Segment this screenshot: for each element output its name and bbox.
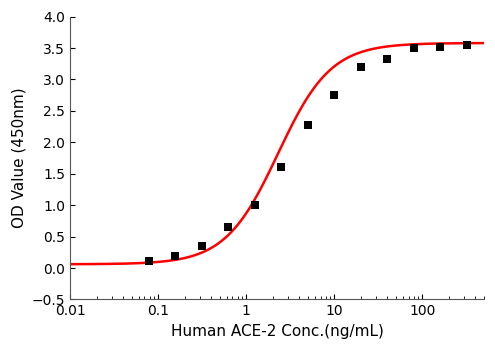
Point — [410, 45, 418, 51]
Point — [436, 44, 444, 50]
Y-axis label: OD Value (450nm): OD Value (450nm) — [11, 88, 26, 228]
Point — [383, 56, 391, 62]
X-axis label: Human ACE-2 Conc.(ng/mL): Human ACE-2 Conc.(ng/mL) — [170, 324, 384, 339]
Point — [304, 122, 312, 128]
Point — [357, 64, 365, 70]
Point — [277, 164, 285, 170]
Point — [145, 258, 152, 264]
Point — [224, 224, 232, 230]
Point — [250, 202, 258, 207]
Point — [171, 253, 179, 259]
Point — [198, 243, 205, 249]
Point — [330, 92, 338, 97]
Point — [463, 42, 471, 48]
